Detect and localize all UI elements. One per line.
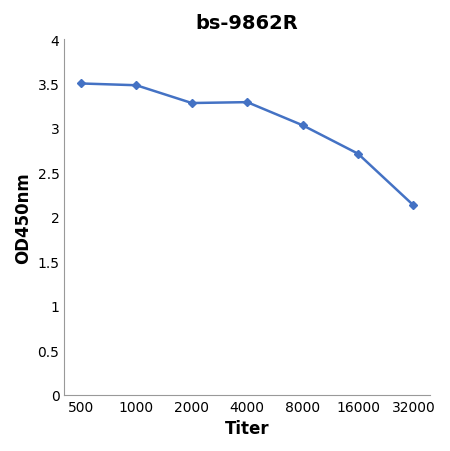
Title: bs-9862R: bs-9862R [196,14,298,33]
Y-axis label: OD450nm: OD450nm [14,171,32,263]
X-axis label: Titer: Titer [225,419,270,437]
